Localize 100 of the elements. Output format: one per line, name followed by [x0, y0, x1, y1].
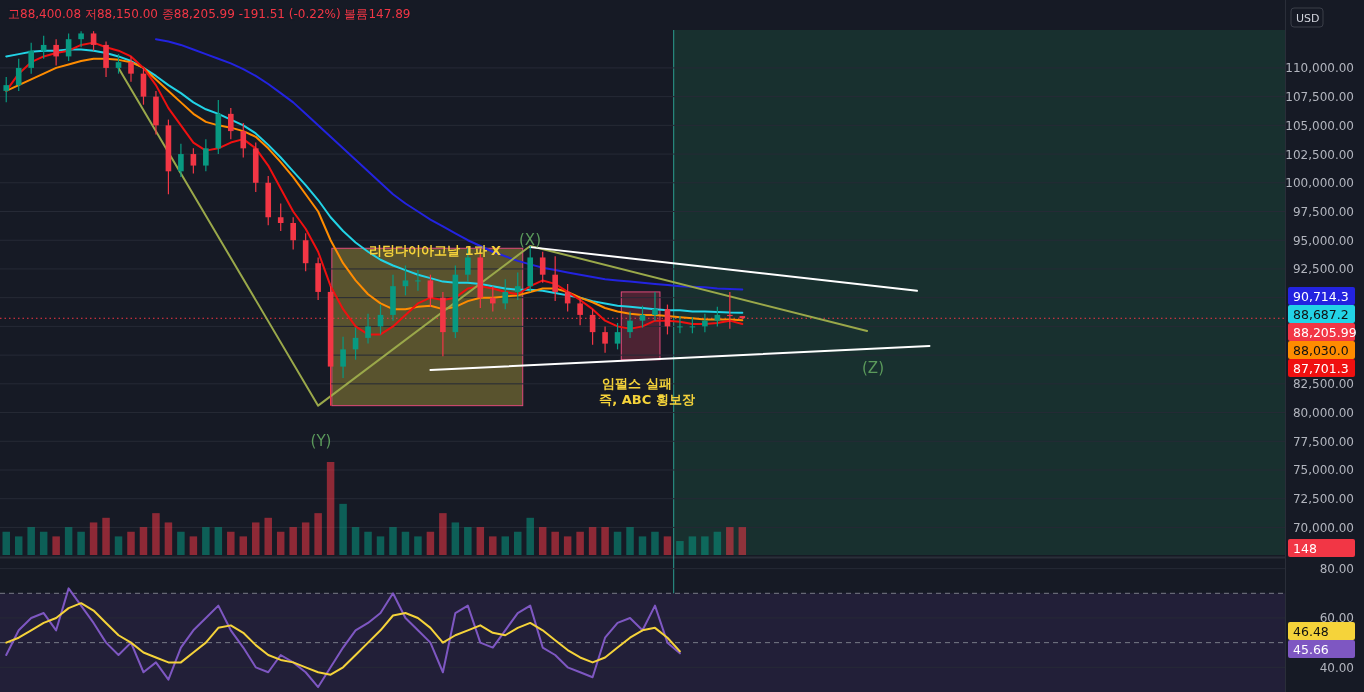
candlestick [627, 310, 633, 339]
bar [663, 536, 672, 555]
candlestick [3, 76, 10, 103]
candlestick [203, 138, 209, 172]
bar [14, 536, 23, 555]
candlestick [552, 255, 558, 302]
text: 90,714.3 [1293, 288, 1349, 304]
bar [264, 517, 272, 555]
candlestick [402, 264, 409, 296]
bar [339, 503, 347, 555]
candlestick [365, 313, 371, 345]
y-tick-label: 72,500.00 [1292, 492, 1354, 507]
candlestick [652, 291, 658, 322]
candlestick [639, 305, 646, 329]
candlestick [28, 42, 34, 75]
bar [152, 513, 160, 555]
bar [651, 531, 659, 555]
bar [613, 531, 622, 555]
bar [638, 536, 647, 555]
y-tick-label: 102,500.00 [1285, 147, 1354, 162]
candlestick [427, 274, 434, 308]
bar [314, 513, 322, 555]
bar [476, 527, 485, 555]
bar [127, 531, 135, 555]
bar [252, 522, 260, 555]
y-tick-label: 100,000.00 [1285, 176, 1354, 191]
candlestick [227, 107, 234, 140]
candlestick [290, 216, 296, 251]
line-series [5, 587, 681, 689]
bar [426, 531, 435, 555]
line-series [5, 602, 681, 676]
bar [626, 527, 634, 555]
bar [39, 531, 48, 555]
bar [389, 527, 397, 555]
candlestick [489, 285, 496, 313]
y-tick-label: 60.00 [1319, 611, 1354, 626]
y-tick-label: 105,000.00 [1285, 118, 1354, 133]
bar [227, 531, 235, 555]
bar [276, 531, 285, 555]
bar [2, 531, 10, 555]
text: 88,687.2 [1293, 306, 1349, 322]
y-tick-label: 80.00 [1319, 562, 1354, 577]
candlestick [15, 58, 22, 92]
y-tick-label: 107,500.00 [1285, 90, 1354, 105]
candlestick [277, 202, 284, 232]
bar [401, 531, 410, 555]
text: USD [1296, 12, 1320, 25]
y-tick-label: 97,500.00 [1292, 205, 1354, 220]
candlestick [90, 30, 97, 52]
y-tick-label: 92,500.00 [1292, 262, 1354, 277]
bar [64, 527, 73, 555]
bar [726, 527, 734, 555]
candlestick [40, 35, 47, 60]
text: 88,030.0 [1293, 342, 1349, 358]
candlestick [602, 325, 608, 354]
annotation: 임펄스 실패 [602, 376, 672, 391]
bar [713, 531, 722, 555]
bar [89, 522, 98, 555]
text: 87,701.3 [1293, 360, 1349, 376]
line-series [154, 38, 744, 291]
y-tick-label: 95,000.00 [1292, 233, 1354, 248]
bar [214, 527, 223, 555]
bar [738, 527, 747, 555]
bar [538, 527, 547, 555]
bar [514, 531, 522, 555]
y-tick-label: 75,000.00 [1292, 463, 1354, 478]
text: 고88,400.08 저88,150.00 종88,205.99 -191.51 (-0.22%) 볼륨147.89 [8, 7, 411, 21]
candlestick [78, 30, 84, 48]
candlestick [502, 278, 509, 310]
bar [501, 536, 510, 555]
annotation: (Y) [310, 432, 332, 450]
bar [688, 536, 697, 555]
text: 148 [1293, 540, 1317, 556]
bar [701, 536, 709, 555]
annotation: (Z) [862, 359, 884, 377]
candlestick [702, 313, 708, 333]
bar [202, 527, 210, 555]
annotation: 즉, ABC 횡보장 [599, 392, 695, 407]
bar [464, 527, 472, 555]
bar [526, 517, 534, 555]
bar [489, 536, 497, 555]
bar [52, 536, 60, 555]
bar [27, 527, 35, 555]
candlestick [53, 38, 59, 67]
y-tick-label: 110,000.00 [1285, 61, 1354, 76]
bar [563, 536, 572, 555]
candlestick [240, 122, 247, 159]
bar [177, 531, 185, 555]
bar [301, 522, 310, 555]
y-tick-label: 77,500.00 [1292, 434, 1354, 449]
bar [551, 531, 559, 555]
text: 46.48 [1293, 623, 1329, 639]
bar [289, 527, 297, 555]
bar [376, 536, 385, 555]
bar [114, 536, 123, 555]
bar [102, 517, 110, 555]
annotation: (X) [519, 231, 541, 249]
bar [588, 527, 597, 555]
candlestick [190, 147, 197, 175]
bar [164, 522, 173, 555]
